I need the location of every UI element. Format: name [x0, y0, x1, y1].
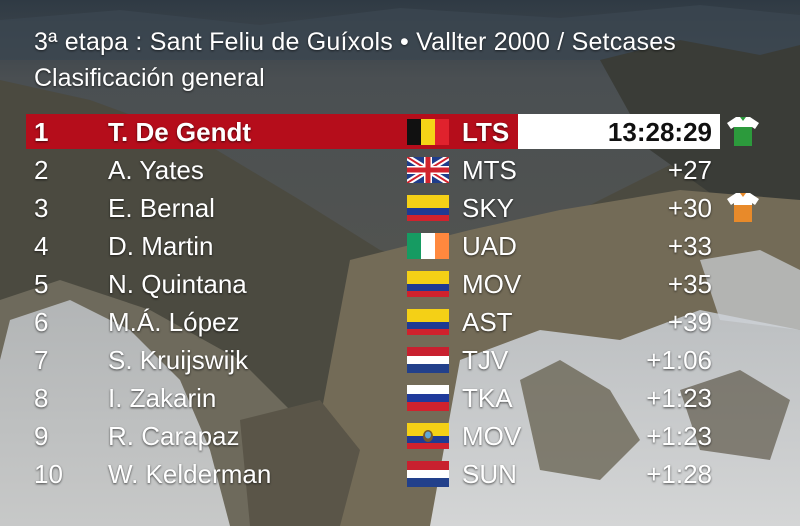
classification-title: Clasificación general [34, 64, 265, 92]
standings-row: 5 N. Quintana MOV +35 [0, 265, 800, 302]
netherlands-flag [407, 461, 449, 487]
rider-time: +30 [667, 193, 712, 223]
standings-row: 2 A. Yates MTS +27 [0, 151, 800, 188]
orange-jersey-icon [726, 191, 760, 223]
team-code: SUN [462, 459, 517, 489]
ecuador-flag [407, 423, 449, 449]
team-code: MOV [462, 269, 522, 299]
rider-name: W. Kelderman [108, 459, 272, 489]
rider-time: +27 [667, 155, 712, 185]
standings-row: 1 T. De Gendt LTS 13:28:29 [0, 113, 800, 150]
colombia-flag [407, 309, 449, 335]
position: 3 [34, 193, 49, 223]
rider-time: +1:23 [646, 421, 712, 451]
rider-time: +1:06 [646, 345, 712, 375]
leader-time-box [518, 114, 720, 149]
green-jersey-icon [726, 115, 760, 147]
team-code: AST [462, 307, 513, 337]
colombia-flag [407, 271, 449, 297]
position: 2 [34, 155, 49, 185]
position: 10 [34, 459, 63, 489]
position: 8 [34, 383, 49, 413]
rider-name: D. Martin [108, 231, 214, 261]
rider-name: S. Kruijswijk [108, 345, 249, 375]
rider-name: M.Á. López [108, 307, 240, 337]
belgium-flag [407, 119, 449, 145]
position: 6 [34, 307, 49, 337]
team-code: TJV [462, 345, 509, 375]
ireland-flag [407, 233, 449, 259]
position: 4 [34, 231, 49, 261]
rider-time: +35 [667, 269, 712, 299]
stage-title: 3ª etapa : Sant Feliu de Guíxols • Vallt… [34, 28, 676, 56]
team-code: MOV [462, 421, 522, 451]
standings-row: 4 D. Martin UAD +33 [0, 227, 800, 264]
rider-name: R. Carapaz [108, 421, 240, 451]
rider-name: I. Zakarin [108, 383, 217, 413]
rider-time: +1:23 [646, 383, 712, 413]
team-code: MTS [462, 155, 517, 185]
russia-flag [407, 385, 449, 411]
rider-name: E. Bernal [108, 193, 215, 223]
rider-name: N. Quintana [108, 269, 247, 299]
rider-time: 13:28:29 [607, 117, 712, 147]
team-code: SKY [462, 193, 515, 223]
rider-name: T. De Gendt [108, 117, 252, 147]
colombia-flag [407, 195, 449, 221]
position: 1 [34, 117, 49, 147]
rider-time: +33 [667, 231, 712, 261]
standings-row: 3 E. Bernal SKY +30 [0, 189, 800, 226]
uk-flag [407, 157, 449, 183]
team-code: LTS [462, 117, 510, 147]
position: 7 [34, 345, 49, 375]
standings-row: 8 I. Zakarin TKA +1:23 [0, 379, 800, 416]
standings-row: 9 R. Carapaz MOV +1:23 [0, 417, 800, 454]
team-code: TKA [462, 383, 513, 413]
team-code: UAD [462, 231, 517, 261]
position: 5 [34, 269, 49, 299]
rider-time: +39 [667, 307, 712, 337]
position: 9 [34, 421, 49, 451]
netherlands-flag [407, 347, 449, 373]
rider-name: A. Yates [108, 155, 204, 185]
rider-time: +1:28 [646, 459, 712, 489]
standings-row: 6 M.Á. López AST +39 [0, 303, 800, 340]
standings-row: 7 S. Kruijswijk TJV +1:06 [0, 341, 800, 378]
standings-row: 10 W. Kelderman SUN +1:28 [0, 455, 800, 492]
